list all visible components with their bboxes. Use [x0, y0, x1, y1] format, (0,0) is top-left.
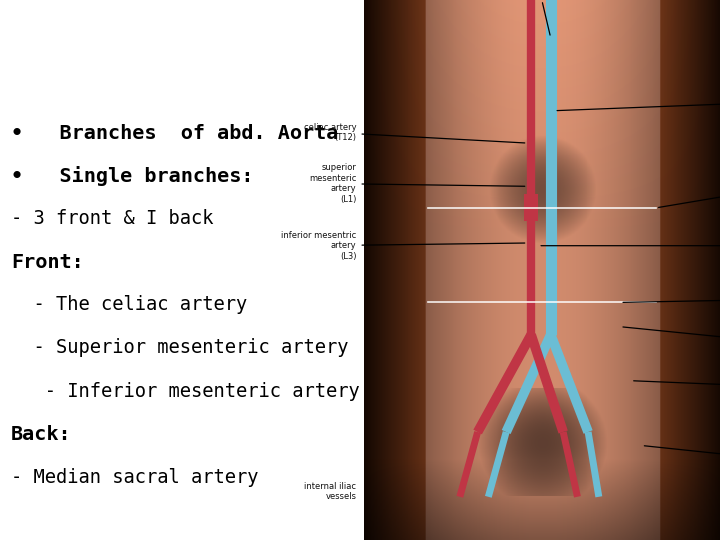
Text: - 3 front & I back: - 3 front & I back [11, 209, 213, 228]
Text: Back:: Back: [11, 425, 71, 444]
Bar [524, 194, 539, 221]
Text: superior
mesenteric
artery
(L1): superior mesenteric artery (L1) [309, 164, 525, 204]
Text: •   Branches  of abd. Aorta: • Branches of abd. Aorta [11, 124, 338, 143]
Text: transpyloric
plane (L1): transpyloric plane (L1) [659, 182, 720, 207]
Text: xiphisternal joint
(T9): xiphisternal joint (T9) [557, 93, 720, 112]
Text: internal iliac
vessels: internal iliac vessels [305, 482, 356, 501]
Text: Front:: Front: [11, 253, 84, 272]
Text: celiac artery
(T12): celiac artery (T12) [304, 123, 525, 143]
Text: - Superior mesenteric artery: - Superior mesenteric artery [11, 339, 348, 357]
Text: - The celiac artery: - The celiac artery [11, 295, 247, 314]
Text: - Median sacral artery: - Median sacral artery [11, 468, 258, 487]
Text: external
iliac
vessels: external iliac vessels [644, 441, 720, 471]
Text: •   Single branches:: • Single branches: [11, 166, 253, 186]
Text: intercristal plane
(L4): intercristal plane (L4) [623, 290, 720, 309]
Text: aorta: aorta [541, 241, 720, 250]
Text: anterior superior
iliac spine: anterior superior iliac spine [634, 376, 720, 396]
Text: inferior mesentric
artery
(L3): inferior mesentric artery (L3) [282, 231, 525, 261]
Text: - Inferior mesenteric artery: - Inferior mesenteric artery [11, 382, 360, 401]
Text: common iliac
vessels: common iliac vessels [623, 327, 720, 350]
